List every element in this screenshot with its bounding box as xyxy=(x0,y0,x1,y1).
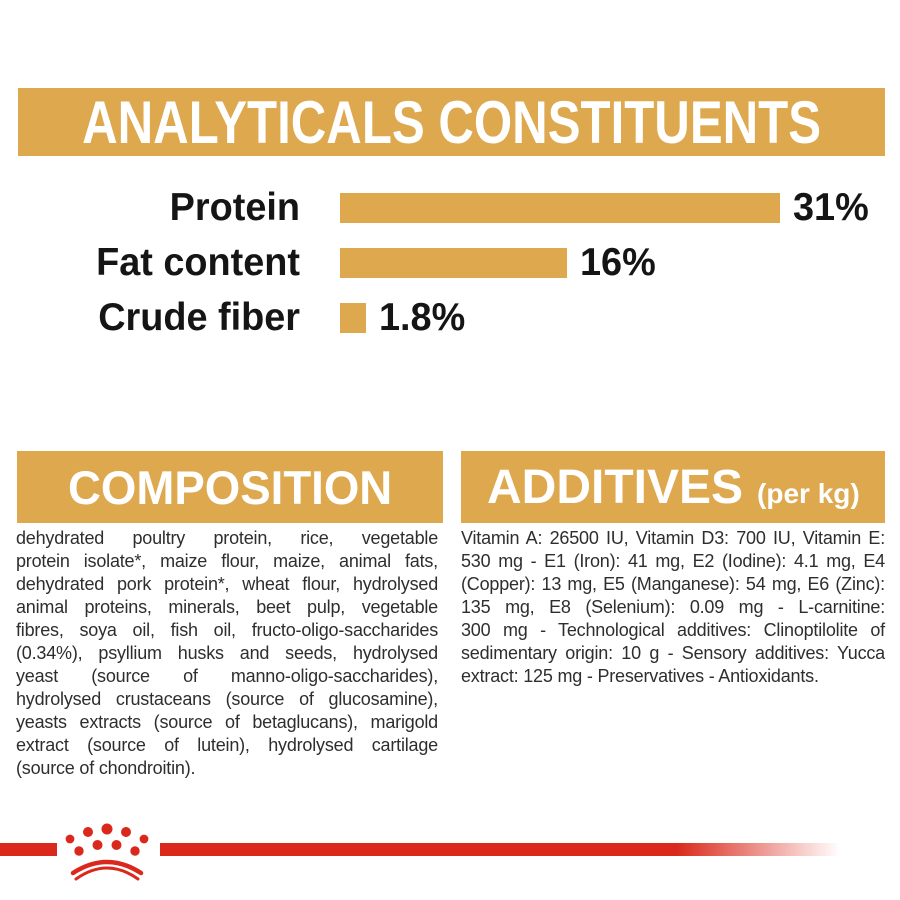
composition-line: animal proteins, minerals, beet pulp, ve… xyxy=(16,597,438,617)
additives-header: ADDITIVES (per kg) xyxy=(461,451,885,523)
composition-line: (0.34%), psyllium husks and seeds, hydro… xyxy=(16,643,438,663)
bar-label: Crude fiber xyxy=(98,295,300,339)
additives-title-group: ADDITIVES (per kg) xyxy=(487,460,860,515)
composition-line: yeast (source of manno-oligo-saccharides… xyxy=(16,666,438,686)
chart-row: Fat content 16% xyxy=(15,235,885,290)
additives-text: Vitamin A: 26500 IU, Vitamin D3: 700 IU,… xyxy=(461,527,885,688)
additives-line: 530 mg - E1 (Iron): 41 mg, E2 (Iodine): … xyxy=(461,551,885,571)
bar-chart: Protein 31% Fat content 16% Crude fiber 1.8% xyxy=(15,180,885,345)
analyticals-title: ANALYTICALS CONSTITUENTS xyxy=(82,88,821,156)
composition-header: COMPOSITION xyxy=(17,451,443,523)
brand-line-right xyxy=(160,843,840,856)
additives-line: 135 mg, E8 (Selenium): 0.09 mg - L-carni… xyxy=(461,597,885,617)
additives-line: extract: 125 mg - Preservatives - Antiox… xyxy=(461,666,819,686)
additives-line: Vitamin A: 26500 IU, Vitamin D3: 700 IU,… xyxy=(461,528,885,548)
bar-value: 31% xyxy=(793,185,869,229)
composition-title: COMPOSITION xyxy=(67,460,393,514)
additives-line: (Copper): 13 mg, E5 (Manganese): 54 mg, … xyxy=(461,574,885,594)
bar xyxy=(340,247,567,278)
composition-line: yeasts extracts (source of betaglucans),… xyxy=(16,712,438,732)
composition-text: dehydrated poultry protein, rice, vegeta… xyxy=(16,527,438,780)
bar xyxy=(340,302,366,333)
composition-line: fibres, soya oil, fish oil, fructo-oligo… xyxy=(16,620,438,640)
chart-row: Protein 31% xyxy=(15,180,885,235)
composition-line: (source of chondroitin). xyxy=(16,758,196,778)
additives-line: sedimentary origin: 10 g - Sensory addit… xyxy=(461,643,885,663)
additives-line: 300 mg - Technological additives: Clinop… xyxy=(461,620,885,640)
composition-line: hydrolysed crustaceans (source of glucos… xyxy=(16,689,438,709)
bar-value: 1.8% xyxy=(379,295,466,339)
additives-unit-note: (per kg) xyxy=(757,477,860,509)
bar-label: Fat content xyxy=(96,240,300,284)
chart-row: Crude fiber 1.8% xyxy=(15,290,885,345)
bar-value: 16% xyxy=(580,240,656,284)
royal-canin-crown-icon xyxy=(65,823,149,881)
bar xyxy=(340,192,780,223)
composition-line: dehydrated pork protein*, wheat flour, h… xyxy=(16,574,438,594)
analyticals-header: ANALYTICALS CONSTITUENTS xyxy=(18,88,885,156)
composition-line: protein isolate*, maize flour, maize, an… xyxy=(16,551,438,571)
bar-label: Protein xyxy=(169,185,300,229)
additives-title: ADDITIVES xyxy=(487,460,744,514)
composition-line: dehydrated poultry protein, rice, vegeta… xyxy=(16,528,438,548)
composition-line: extract (source of lutein), hydrolysed c… xyxy=(16,735,438,755)
brand-line-left xyxy=(0,843,57,856)
